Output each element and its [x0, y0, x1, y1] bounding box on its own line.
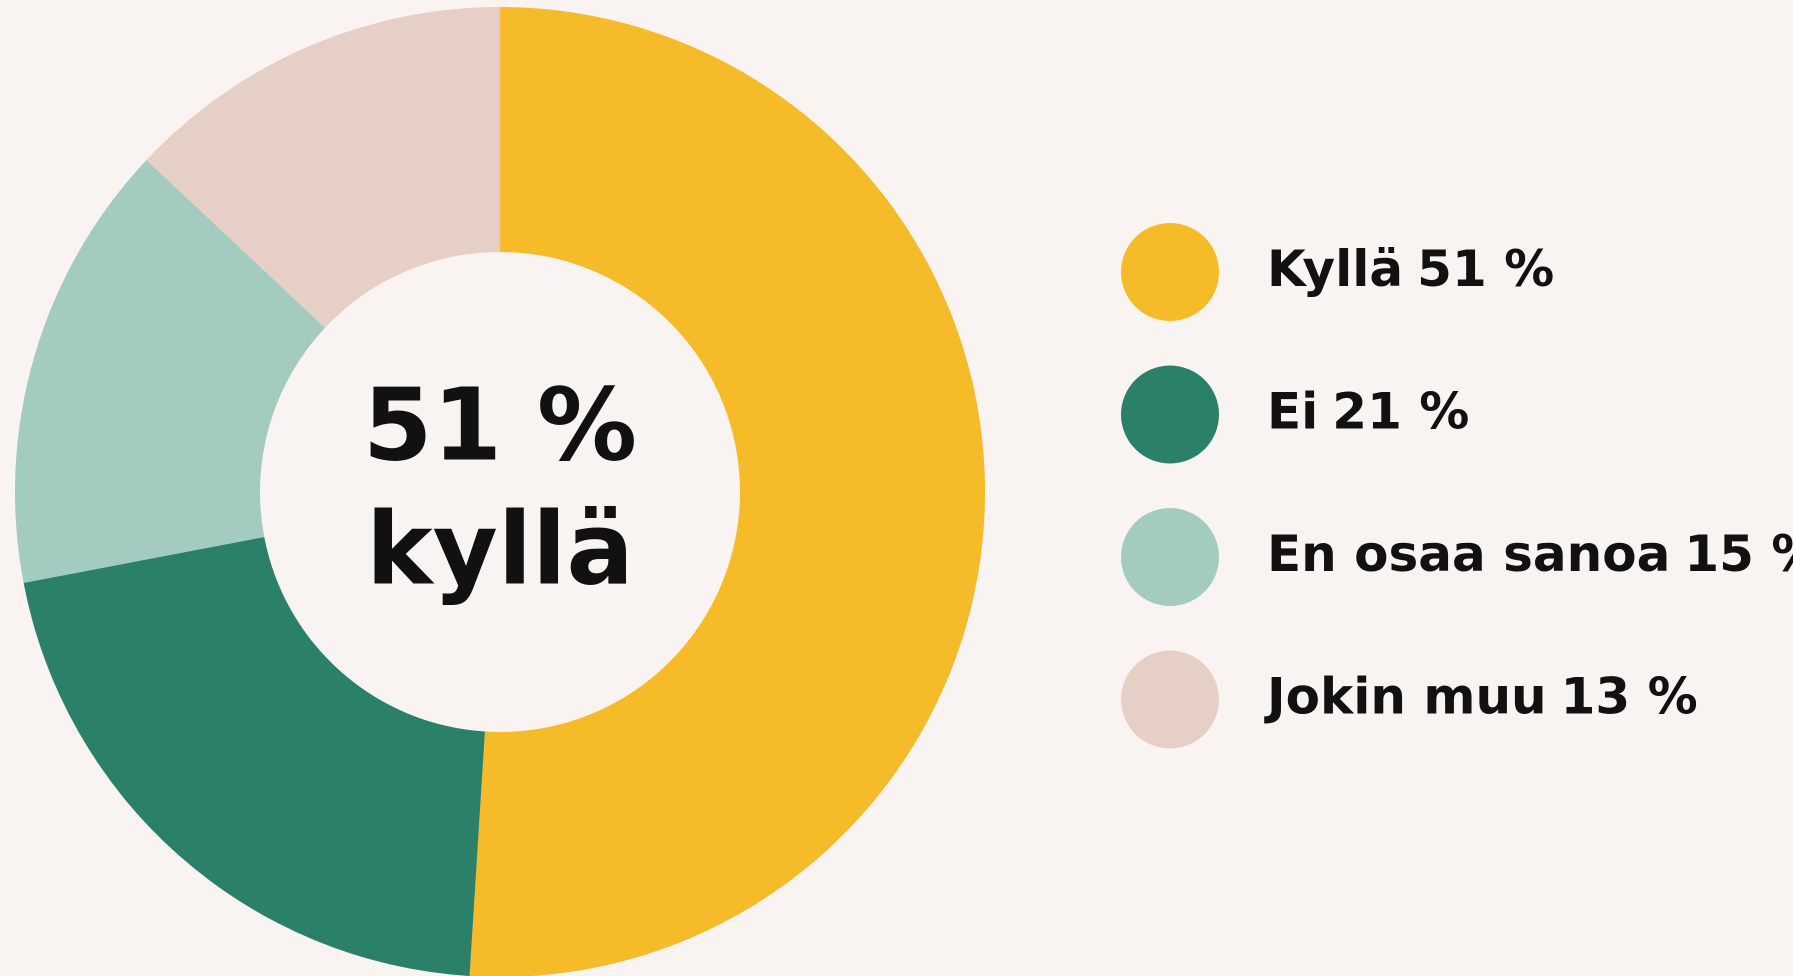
donut-segment [23, 536, 485, 976]
legend-label: Jokin muu 13 % [1264, 667, 1698, 725]
center-label: kyllä [366, 490, 634, 607]
legend-value: 15 % [1684, 525, 1793, 583]
legend-value: 21 % [1332, 382, 1469, 440]
legend-swatch [1121, 650, 1219, 749]
legend-value: 13 % [1561, 667, 1698, 725]
legend-name: Jokin muu [1264, 667, 1547, 725]
legend-swatch [1121, 223, 1219, 321]
legend-label: Ei 21 % [1267, 382, 1469, 440]
legend-swatch [1121, 508, 1219, 606]
donut-segment [146, 7, 501, 328]
donut-segment [469, 7, 985, 976]
center-label: 51 % [363, 366, 637, 483]
legend-name: Kyllä [1267, 240, 1403, 298]
legend-value: 51 % [1417, 240, 1554, 298]
legend-label: Kyllä 51 % [1267, 240, 1554, 298]
donut-segment [14, 159, 326, 583]
legend-name: Ei [1267, 382, 1318, 440]
legend-name: En osaa sanoa [1267, 525, 1670, 583]
legend-swatch [1121, 365, 1219, 464]
